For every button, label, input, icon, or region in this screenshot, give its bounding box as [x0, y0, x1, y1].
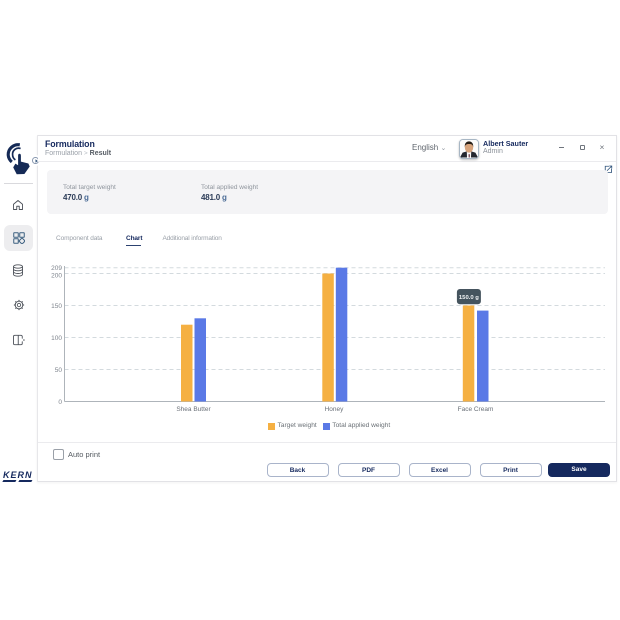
- svg-text:150.0 g: 150.0 g: [459, 295, 479, 301]
- svg-text:Face Cream: Face Cream: [458, 406, 494, 413]
- svg-text:100: 100: [51, 335, 62, 342]
- svg-text:Shea Butter: Shea Butter: [176, 406, 211, 413]
- svg-text:Honey: Honey: [325, 406, 345, 413]
- svg-text:150: 150: [51, 303, 62, 310]
- svg-text:50: 50: [55, 367, 63, 374]
- svg-text:209: 209: [51, 265, 62, 272]
- svg-text:0: 0: [58, 399, 62, 406]
- svg-text:200: 200: [51, 273, 62, 280]
